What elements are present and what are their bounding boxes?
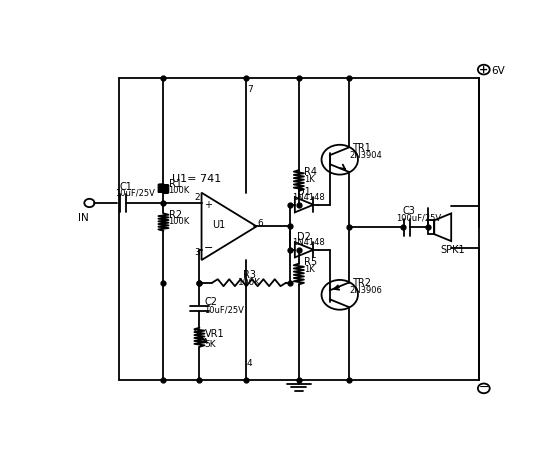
- Text: 2N3906: 2N3906: [350, 286, 383, 295]
- Text: TR2: TR2: [353, 278, 371, 288]
- Text: C1: C1: [119, 182, 132, 192]
- Text: 1N4148: 1N4148: [293, 238, 325, 247]
- Text: 2N3904: 2N3904: [350, 151, 383, 160]
- Text: −: −: [204, 243, 213, 253]
- Text: 100K: 100K: [169, 185, 190, 194]
- Text: R5: R5: [304, 257, 317, 267]
- Text: C2: C2: [205, 297, 217, 306]
- Text: TR1: TR1: [353, 143, 371, 153]
- Text: 2: 2: [194, 193, 199, 202]
- Text: VR1: VR1: [205, 329, 224, 339]
- Text: 100K: 100K: [238, 278, 260, 287]
- Bar: [428, 220, 434, 234]
- Text: 3: 3: [194, 248, 200, 257]
- Text: 5K: 5K: [205, 340, 216, 349]
- Text: R3: R3: [242, 270, 256, 280]
- Text: D1: D1: [297, 187, 311, 197]
- Text: 6V: 6V: [491, 66, 505, 76]
- Text: R1: R1: [169, 179, 181, 189]
- Text: U1= 741: U1= 741: [172, 174, 221, 184]
- Text: C3: C3: [402, 206, 416, 216]
- Text: 100K: 100K: [169, 217, 190, 226]
- Text: 6: 6: [258, 219, 264, 228]
- Text: SPK1: SPK1: [441, 245, 465, 255]
- Text: +: +: [479, 65, 489, 75]
- Text: 1N4148: 1N4148: [293, 193, 325, 202]
- Text: R2: R2: [169, 210, 182, 220]
- Text: 4: 4: [247, 359, 252, 368]
- Text: +: +: [204, 200, 212, 210]
- Text: R4: R4: [304, 167, 317, 177]
- Text: 1K: 1K: [304, 175, 314, 184]
- Text: 10uF/25V: 10uF/25V: [205, 306, 245, 315]
- Text: U1: U1: [212, 220, 225, 230]
- Text: 10uF/25V: 10uF/25V: [115, 189, 155, 198]
- Text: IN: IN: [78, 212, 89, 223]
- Text: −: −: [478, 381, 489, 394]
- Text: 1K: 1K: [304, 266, 314, 274]
- Text: D2: D2: [297, 232, 311, 242]
- Text: 7: 7: [247, 85, 253, 94]
- Text: 100uF/25V: 100uF/25V: [396, 213, 441, 222]
